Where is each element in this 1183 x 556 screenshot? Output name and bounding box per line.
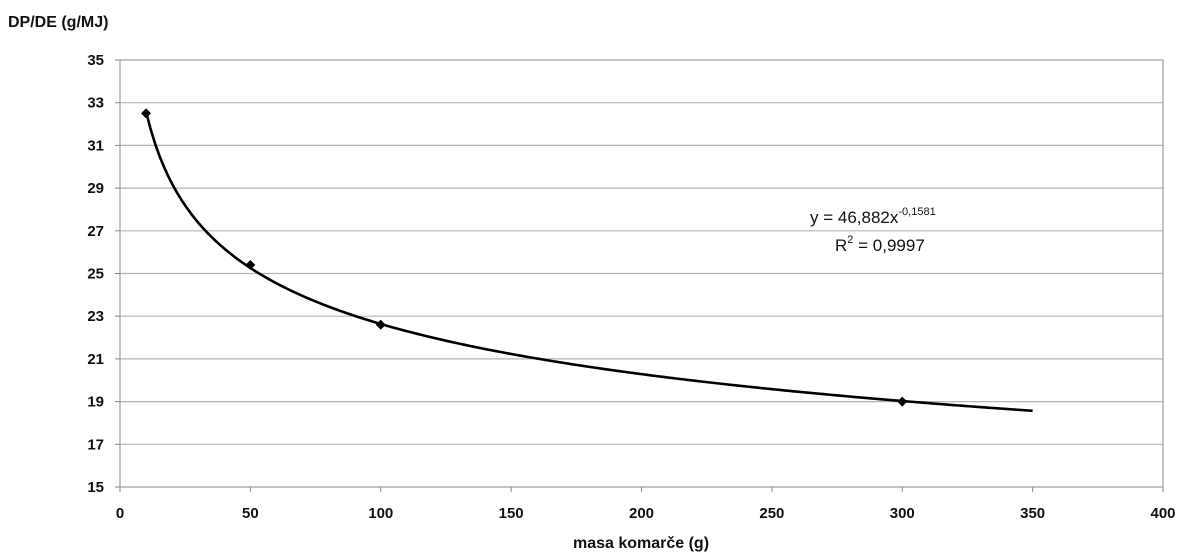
y-tick-label: 35	[87, 52, 104, 69]
y-tick-label: 29	[87, 180, 104, 197]
x-tick-label: 100	[368, 505, 393, 522]
y-tick-label: 23	[87, 308, 104, 325]
data-point	[141, 108, 152, 119]
y-tick-label: 27	[87, 223, 104, 240]
x-tick-label: 50	[242, 505, 259, 522]
gridlines	[120, 102, 1163, 445]
r-squared-label: R2 = 0,9997	[835, 234, 925, 255]
y-tick-label: 25	[87, 266, 104, 283]
y-tick-labels: 15 17 19 21 23 25 27 29 31 33 35	[87, 52, 120, 496]
power-trendline	[144, 111, 1033, 413]
x-tick-labels: 0 50 100 150 200 250 300 350 400	[116, 487, 1176, 522]
y-tick-label: 19	[87, 394, 104, 411]
x-tick-label: 350	[1020, 505, 1045, 522]
x-tick-label: 250	[759, 505, 784, 522]
data-point	[245, 259, 256, 270]
y-tick-label: 21	[87, 351, 104, 368]
y-tick-label: 17	[87, 436, 104, 453]
x-tick-label: 400	[1150, 505, 1175, 522]
x-axis-title: masa komarče (g)	[573, 535, 709, 552]
x-tick-label: 300	[890, 505, 915, 522]
data-points	[141, 108, 908, 407]
data-point	[897, 396, 908, 407]
y-tick-label: 31	[87, 137, 104, 154]
trendline-equation: y = 46,882x-0,1581	[810, 206, 936, 227]
y-tick-label: 33	[87, 95, 104, 112]
y-tick-label: 15	[87, 479, 104, 496]
x-tick-label: 200	[629, 505, 654, 522]
data-point	[375, 319, 386, 330]
x-tick-label: 150	[499, 505, 524, 522]
y-axis-title: DP/DE (g/MJ)	[8, 14, 108, 31]
x-tick-label: 0	[116, 505, 124, 522]
